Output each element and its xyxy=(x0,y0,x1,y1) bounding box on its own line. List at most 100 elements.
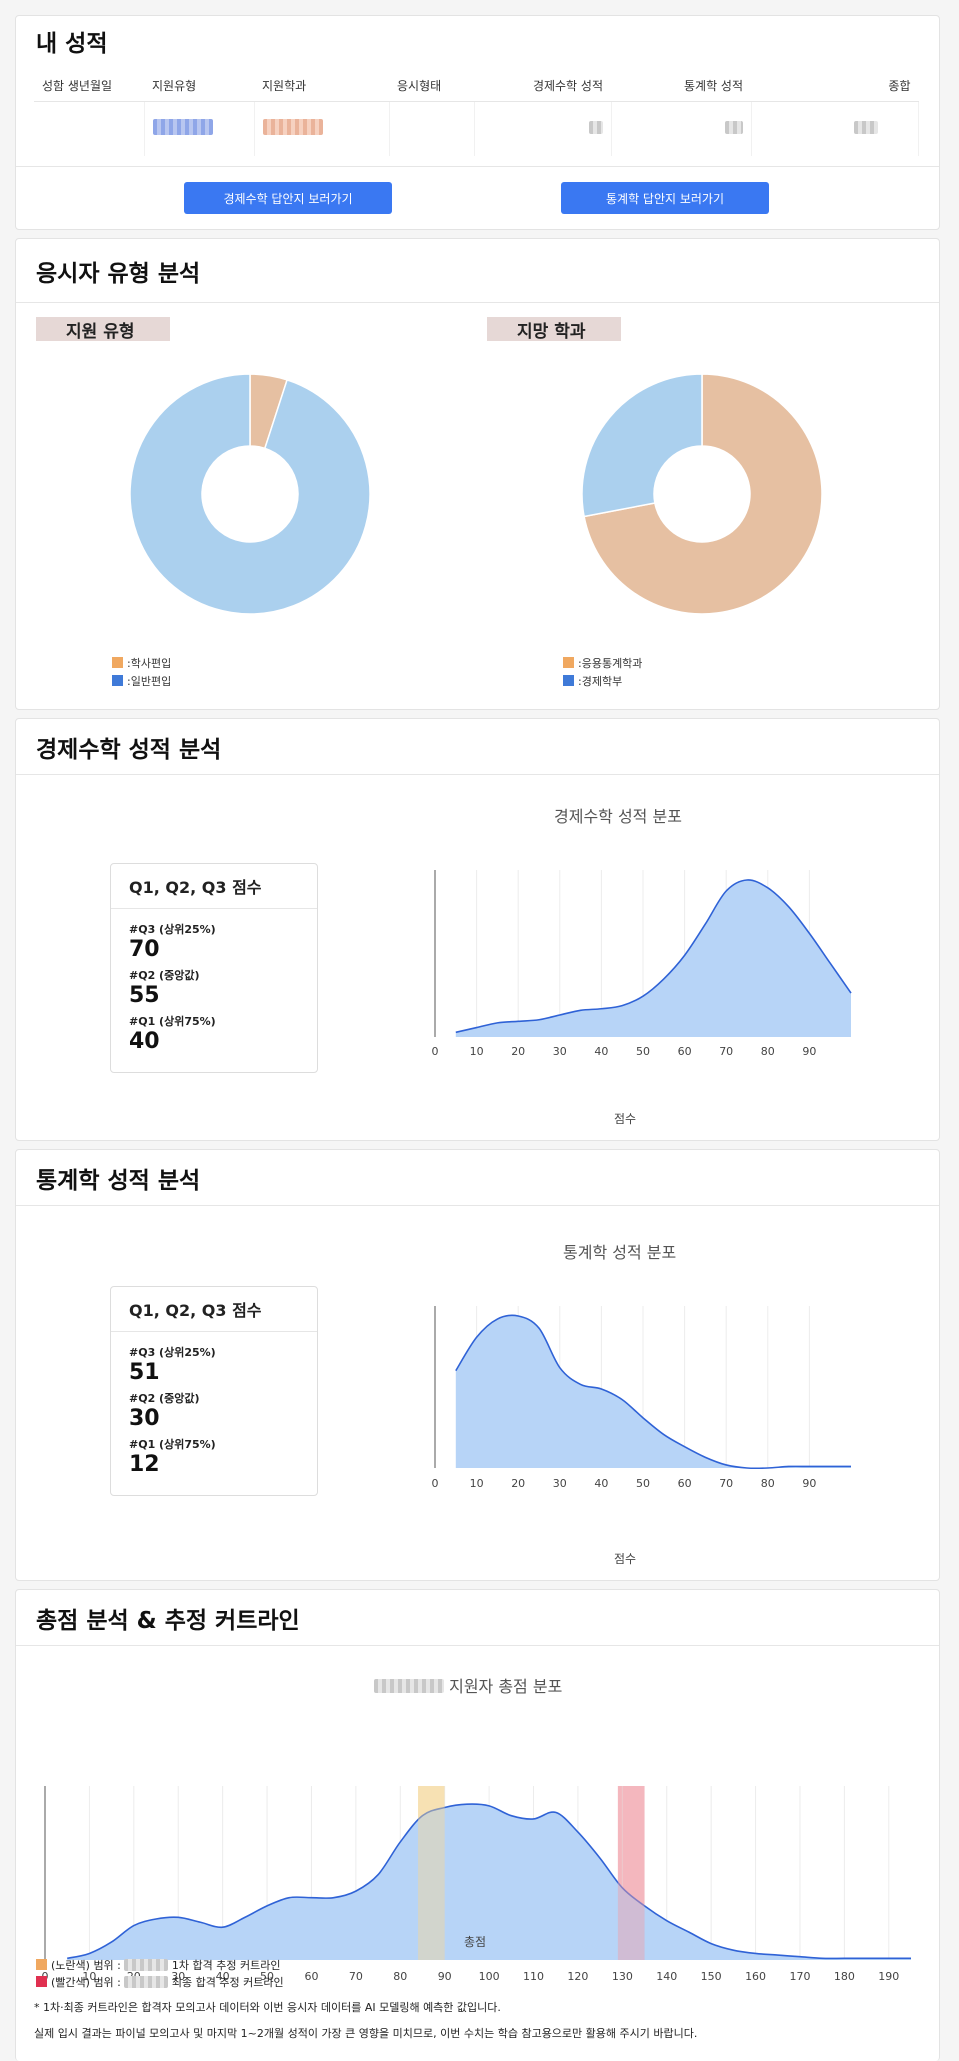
legend-prefix: (노란색) 범위 : xyxy=(51,1959,121,1972)
x-tick-label: 90 xyxy=(802,1045,816,1058)
cell-total xyxy=(751,101,919,156)
density-area xyxy=(455,1315,851,1469)
legend-label: :경제학부 xyxy=(578,675,623,688)
x-tick-label: 160 xyxy=(745,1970,766,1983)
x-tick-label: 70 xyxy=(719,1477,733,1490)
stat-title: 통계학 성적 분석 xyxy=(36,1167,201,1194)
q3-label: #Q3 (상위25%) xyxy=(129,923,216,936)
econ-quartile-box: Q1, Q2, Q3 점수 #Q3 (상위25%) 70 #Q2 (중앙값) 5… xyxy=(110,863,318,1073)
x-tick-label: 80 xyxy=(761,1477,775,1490)
table-row xyxy=(34,101,919,156)
apply-type-label: 지원 유형 xyxy=(36,317,170,342)
dept-pie xyxy=(581,373,823,615)
q3-label: #Q3 (상위25%) xyxy=(129,1346,216,1359)
q3-value: 51 xyxy=(129,1360,160,1385)
col-form: 응시형태 xyxy=(389,71,474,102)
col-stat: 통계학 성적 xyxy=(611,71,751,102)
cell-name xyxy=(34,101,145,156)
q2-value: 30 xyxy=(129,1406,160,1431)
stat-quartile-title: Q1, Q2, Q3 점수 xyxy=(111,1287,317,1332)
x-tick-label: 70 xyxy=(349,1970,363,1983)
col-total: 종합 xyxy=(751,71,919,102)
q2-label: #Q2 (중앙값) xyxy=(129,969,200,982)
legend-item: :일반편입 xyxy=(112,673,171,691)
legend-swatch-blue xyxy=(563,675,574,686)
note-1: * 1차·최종 커트라인은 합격자 모의고사 데이터와 이번 응시자 데이터를 … xyxy=(34,2001,501,2014)
score-table-header: 성함 생년월일 지원유형 지원학과 응시형태 경제수학 성적 통계학 성적 종합 xyxy=(34,71,919,102)
x-tick-label: 10 xyxy=(82,1970,96,1983)
x-tick-label: 30 xyxy=(171,1970,185,1983)
x-tick-label: 40 xyxy=(216,1970,230,1983)
x-tick-label: 100 xyxy=(479,1970,500,1983)
apply-type-pie xyxy=(129,373,371,615)
total-chart-title-text: 지원자 총점 분포 xyxy=(449,1677,563,1696)
total-title: 총점 분석 & 추정 커트라인 xyxy=(36,1607,300,1634)
col-dept: 지원학과 xyxy=(254,71,389,102)
apply-type-legend: :학사편입 :일반편입 xyxy=(112,655,171,691)
legend-prefix: (빨간색) 범위 : xyxy=(51,1976,121,1989)
my-score-header: 내 성적 xyxy=(16,16,939,66)
density-area xyxy=(67,1804,911,1960)
x-tick-label: 50 xyxy=(636,1045,650,1058)
q1-label: #Q1 (상위75%) xyxy=(129,1438,216,1451)
density-line xyxy=(67,1803,911,1960)
legend-swatch-blue xyxy=(112,675,123,686)
x-tick-label: 70 xyxy=(719,1045,733,1058)
econ-quartile-title: Q1, Q2, Q3 점수 xyxy=(111,864,317,909)
dept-label: 지망 학과 xyxy=(487,317,621,342)
redacted-school xyxy=(374,1679,444,1693)
divider xyxy=(16,166,939,167)
density-line xyxy=(455,879,852,1034)
econ-quartile-list: #Q3 (상위25%) 70 #Q2 (중앙값) 55 #Q1 (상위75%) … xyxy=(111,909,317,1055)
x-tick-label: 120 xyxy=(567,1970,588,1983)
legend-label: :일반편입 xyxy=(127,675,172,688)
cutline-legend-yellow: (노란색) 범위 : 1차 합격 추정 커트라인 xyxy=(36,1957,280,1973)
q2-value: 55 xyxy=(129,983,160,1008)
stat-xlabel: 점수 xyxy=(614,1552,637,1566)
x-tick-label: 180 xyxy=(834,1970,855,1983)
total-chart-title: 지원자 총점 분포 xyxy=(374,1673,562,1697)
stat-card: 통계학 성적 분석 Q1, Q2, Q3 점수 #Q3 (상위25%) 51 #… xyxy=(15,1149,940,1581)
pie-slice-일반편입 xyxy=(129,373,371,615)
econ-header: 경제수학 성적 분석 xyxy=(16,719,939,775)
dept-legend: :응용통계학과 :경제학부 xyxy=(563,655,642,691)
applicant-card: 응시자 유형 분석 지원 유형 지망 학과 :학사편입 :일반편입 :응용통계학… xyxy=(15,238,940,710)
x-tick-label: 170 xyxy=(789,1970,810,1983)
my-score-title: 내 성적 xyxy=(36,31,108,57)
cutline-band-overlay xyxy=(418,1786,445,1960)
stat-answer-button[interactable]: 통계학 답안지 보러가기 xyxy=(561,182,769,214)
x-tick-label: 90 xyxy=(802,1477,816,1490)
legend-item: :경제학부 xyxy=(563,673,642,691)
density-line xyxy=(455,1314,851,1470)
score-table: 성함 생년월일 지원유형 지원학과 응시형태 경제수학 성적 통계학 성적 종합 xyxy=(34,71,919,156)
my-score-card: 내 성적 성함 생년월일 지원유형 지원학과 응시형태 경제수학 성적 통계학 … xyxy=(15,15,940,230)
x-tick-label: 60 xyxy=(678,1045,692,1058)
q1-value: 40 xyxy=(129,1029,160,1054)
x-tick-label: 0 xyxy=(432,1477,439,1490)
legend-item: :학사편입 xyxy=(112,655,171,673)
x-tick-label: 140 xyxy=(656,1970,677,1983)
applicant-title: 응시자 유형 분석 xyxy=(36,260,201,287)
x-tick-label: 0 xyxy=(432,1045,439,1058)
econ-chart-title: 경제수학 성적 분포 xyxy=(554,807,682,826)
x-tick-label: 10 xyxy=(470,1045,484,1058)
q3-value: 70 xyxy=(129,937,160,962)
total-header: 총점 분석 & 추정 커트라인 xyxy=(16,1590,939,1646)
stat-quartile-box: Q1, Q2, Q3 점수 #Q3 (상위25%) 51 #Q2 (중앙값) 3… xyxy=(110,1286,318,1496)
cutline-legend-red: (빨간색) 범위 : 최종 합격 추정 커트라인 xyxy=(36,1974,284,1990)
stat-chart-title: 통계학 성적 분포 xyxy=(563,1243,677,1262)
density-area xyxy=(455,879,851,1037)
x-tick-label: 80 xyxy=(393,1970,407,1983)
x-tick-label: 150 xyxy=(701,1970,722,1983)
x-tick-label: 30 xyxy=(553,1477,567,1490)
legend-suffix: 최종 합격 추정 커트라인 xyxy=(171,1976,284,1989)
redacted-range xyxy=(124,1959,169,1971)
cell-form xyxy=(389,101,475,156)
applicant-header: 응시자 유형 분석 xyxy=(16,239,939,303)
econ-answer-button[interactable]: 경제수학 답안지 보러가기 xyxy=(184,182,392,214)
legend-swatch-red xyxy=(36,1976,47,1987)
q1-value: 12 xyxy=(129,1452,160,1477)
x-tick-label: 30 xyxy=(553,1045,567,1058)
x-tick-label: 40 xyxy=(594,1477,608,1490)
cell-econ xyxy=(474,101,612,156)
